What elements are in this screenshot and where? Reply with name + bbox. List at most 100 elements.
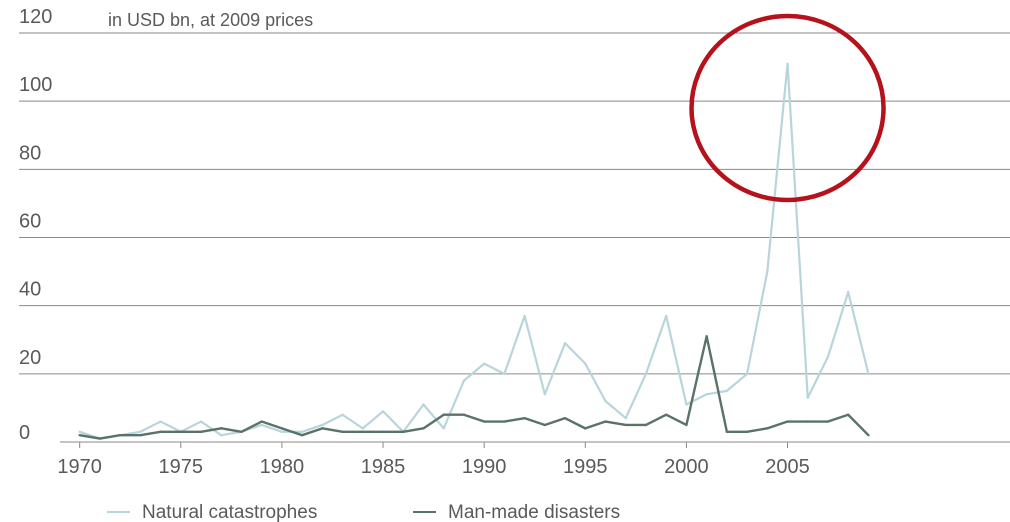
data-point-man-made-disasters-1984: [361, 430, 365, 433]
y-tick-label-0: 0: [19, 422, 30, 444]
x-tick-label-1995: 1995: [563, 456, 608, 478]
data-point-natural-catastrophes-2005: [786, 62, 789, 65]
series-line-natural-catastrophes: [79, 62, 870, 440]
data-point-man-made-disasters-1974: [159, 430, 162, 433]
data-point-natural-catastrophes-2009: [867, 372, 870, 376]
x-tick-label-1970: 1970: [57, 456, 102, 478]
y-tick-label-40: 40: [19, 279, 41, 301]
y-tick-label-100: 100: [19, 74, 52, 96]
data-point-man-made-disasters-1975: [179, 430, 182, 433]
data-point-natural-catastrophes-2003: [745, 372, 749, 376]
data-point-man-made-disasters-1991: [503, 420, 506, 423]
data-point-man-made-disasters-2001: [705, 335, 708, 338]
data-point-natural-catastrophes-2000: [685, 403, 688, 406]
data-point-man-made-disasters-1994: [563, 416, 567, 420]
data-point-man-made-disasters-2007: [826, 420, 830, 423]
series-layer: [78, 62, 870, 440]
data-point-man-made-disasters-1983: [341, 430, 344, 433]
annotation-layer: [689, 13, 886, 203]
data-point-natural-catastrophes-1984: [361, 427, 365, 430]
data-point-man-made-disasters-1981: [300, 433, 304, 437]
y-tick-label-20: 20: [19, 347, 41, 369]
x-axis-tick-labels: 1970 1975 1980 1985 1990 1995 2000 2005: [57, 442, 810, 478]
data-point-natural-catastrophes-1995: [584, 362, 587, 365]
data-point-man-made-disasters-1973: [139, 433, 142, 437]
x-tick-label-1985: 1985: [361, 456, 406, 478]
gridlines: [19, 32, 1010, 443]
series-line-man-made-disasters: [79, 335, 870, 440]
data-point-man-made-disasters-1985: [381, 430, 385, 433]
data-point-man-made-disasters-1993: [543, 423, 547, 427]
data-point-man-made-disasters-2000: [685, 423, 688, 427]
data-point-natural-catastrophes-1982: [321, 423, 324, 427]
data-point-natural-catastrophes-1997: [624, 416, 627, 420]
data-point-natural-catastrophes-1992: [523, 314, 526, 318]
data-point-natural-catastrophes-1988: [442, 427, 445, 430]
data-point-natural-catastrophes-2008: [847, 290, 850, 294]
data-point-natural-catastrophes-1979: [260, 423, 263, 427]
data-point-natural-catastrophes-1974: [159, 420, 162, 423]
data-point-man-made-disasters-2006: [806, 420, 809, 423]
data-point-man-made-disasters-1976: [199, 430, 203, 433]
data-point-man-made-disasters-1988: [442, 413, 445, 416]
data-point-natural-catastrophes-2004: [766, 270, 769, 273]
x-tick-label-1980: 1980: [260, 456, 305, 478]
data-point-natural-catastrophes-2006: [806, 396, 809, 399]
data-point-man-made-disasters-1982: [321, 427, 324, 430]
data-point-natural-catastrophes-1977: [220, 433, 223, 437]
y-axis-tick-labels: 0 20 40 60 80 100 120: [19, 6, 52, 444]
data-point-natural-catastrophes-1981: [300, 430, 304, 433]
data-point-man-made-disasters-2004: [766, 427, 769, 430]
x-tick-label-1975: 1975: [159, 456, 204, 478]
y-tick-label-120: 120: [19, 6, 52, 28]
data-point-man-made-disasters-2002: [725, 430, 729, 433]
data-point-natural-catastrophes-1970: [78, 430, 81, 433]
legend-label-man-made-disasters: Man-made disasters: [448, 502, 620, 522]
legend: Natural catastrophes Man-made disasters: [107, 502, 620, 522]
data-point-man-made-disasters-1980: [280, 427, 284, 430]
data-point-natural-catastrophes-1993: [543, 393, 547, 396]
data-point-man-made-disasters-1971: [98, 437, 102, 440]
data-point-natural-catastrophes-1991: [503, 372, 506, 376]
data-point-man-made-disasters-1997: [624, 423, 627, 427]
data-point-man-made-disasters-1999: [664, 413, 668, 416]
data-point-man-made-disasters-1989: [462, 413, 466, 416]
x-tick-label-1990: 1990: [462, 456, 507, 478]
data-point-natural-catastrophes-1976: [199, 420, 203, 423]
data-point-man-made-disasters-1986: [402, 430, 405, 433]
y-tick-label-60: 60: [19, 211, 41, 233]
x-tick-label-2000: 2000: [664, 456, 709, 478]
data-point-natural-catastrophes-1996: [604, 399, 607, 403]
data-point-natural-catastrophes-1980: [280, 430, 284, 433]
data-point-man-made-disasters-1979: [260, 420, 263, 423]
data-point-natural-catastrophes-2002: [725, 389, 729, 393]
data-point-man-made-disasters-1990: [482, 420, 486, 423]
data-point-natural-catastrophes-1989: [462, 379, 466, 382]
data-point-natural-catastrophes-2001: [705, 393, 708, 396]
legend-label-natural-catastrophes: Natural catastrophes: [142, 502, 317, 522]
data-point-natural-catastrophes-2007: [826, 355, 830, 358]
data-point-man-made-disasters-1970: [78, 433, 81, 437]
data-point-natural-catastrophes-1985: [381, 410, 385, 413]
data-point-man-made-disasters-2008: [847, 413, 850, 416]
data-point-man-made-disasters-1977: [220, 427, 223, 430]
highlight-ellipse: [689, 13, 886, 203]
data-point-man-made-disasters-1995: [584, 427, 587, 430]
data-point-man-made-disasters-2005: [786, 420, 789, 423]
data-point-man-made-disasters-1972: [118, 433, 122, 437]
data-point-man-made-disasters-1998: [644, 423, 648, 427]
data-point-natural-catastrophes-1999: [664, 314, 668, 318]
data-point-man-made-disasters-2003: [745, 430, 749, 433]
data-point-natural-catastrophes-1987: [422, 403, 425, 406]
data-point-man-made-disasters-1992: [523, 416, 526, 420]
data-point-natural-catastrophes-1983: [341, 413, 344, 416]
data-point-natural-catastrophes-1973: [139, 430, 142, 433]
data-point-man-made-disasters-1987: [422, 427, 425, 430]
x-tick-label-2005: 2005: [765, 456, 810, 478]
data-point-man-made-disasters-2009: [867, 433, 870, 437]
unit-label: in USD bn, at 2009 prices: [108, 10, 313, 30]
data-point-man-made-disasters-1978: [240, 430, 243, 433]
data-point-man-made-disasters-1996: [604, 420, 607, 423]
data-point-natural-catastrophes-1990: [482, 362, 486, 365]
